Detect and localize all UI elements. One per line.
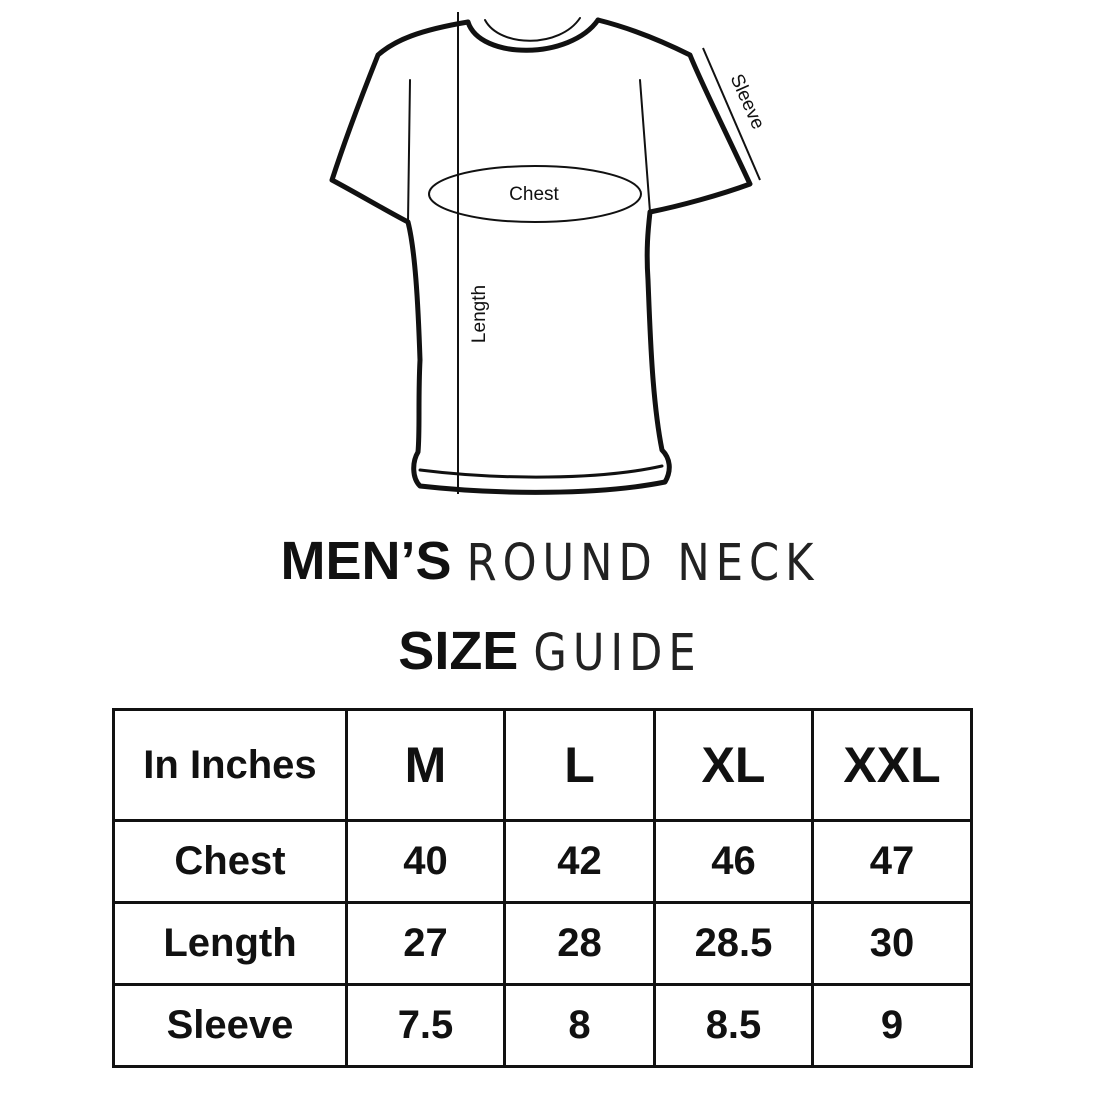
size-header: XXL: [811, 708, 973, 822]
table-header-row: In Inches M L XL XXL: [112, 708, 973, 822]
tshirt-diagram: Chest Length Sleeve: [329, 12, 769, 495]
title-bold-1: MEN’S: [280, 531, 452, 591]
row-label: Chest: [112, 819, 348, 904]
table-row: Chest 40 42 46 47: [112, 819, 973, 904]
row-label: Length: [112, 901, 348, 986]
shirt-outline: [329, 17, 753, 495]
size-header: M: [345, 708, 506, 822]
cell: 30: [811, 901, 973, 986]
sleeve-label: Sleeve: [726, 71, 769, 133]
chest-label: Chest: [509, 184, 559, 205]
size-table: In Inches M L XL XXL Chest 40 42 46 47 L…: [112, 708, 973, 1068]
cell: 7.5: [345, 983, 506, 1068]
table-row: Length 27 28 28.5 30: [112, 901, 973, 986]
cell: 28: [503, 901, 656, 986]
title-line-2: SIZE GUIDE: [0, 620, 1100, 682]
cell: 47: [811, 819, 973, 904]
row-label: Sleeve: [112, 983, 348, 1068]
length-label: Length: [469, 285, 490, 343]
sleeve-measure: [702, 47, 761, 181]
cell: 8.5: [653, 983, 814, 1068]
size-header: XL: [653, 708, 814, 822]
cell: 9: [811, 983, 973, 1068]
title-bold-2: SIZE: [398, 621, 519, 681]
chest-measure: [428, 165, 642, 223]
cell: 8: [503, 983, 656, 1068]
size-header: L: [503, 708, 656, 822]
table-row: Sleeve 7.5 8 8.5 9: [112, 983, 973, 1068]
cell: 42: [503, 819, 656, 904]
title-light-1: ROUND NECK: [466, 533, 820, 593]
cell: 40: [345, 819, 506, 904]
title-light-2: GUIDE: [533, 623, 702, 683]
title-line-1: MEN’S ROUND NECK: [0, 530, 1100, 592]
cell: 27: [345, 901, 506, 986]
corner-cell: In Inches: [112, 708, 348, 822]
cell: 28.5: [653, 901, 814, 986]
cell: 46: [653, 819, 814, 904]
collar: [465, 17, 601, 53]
